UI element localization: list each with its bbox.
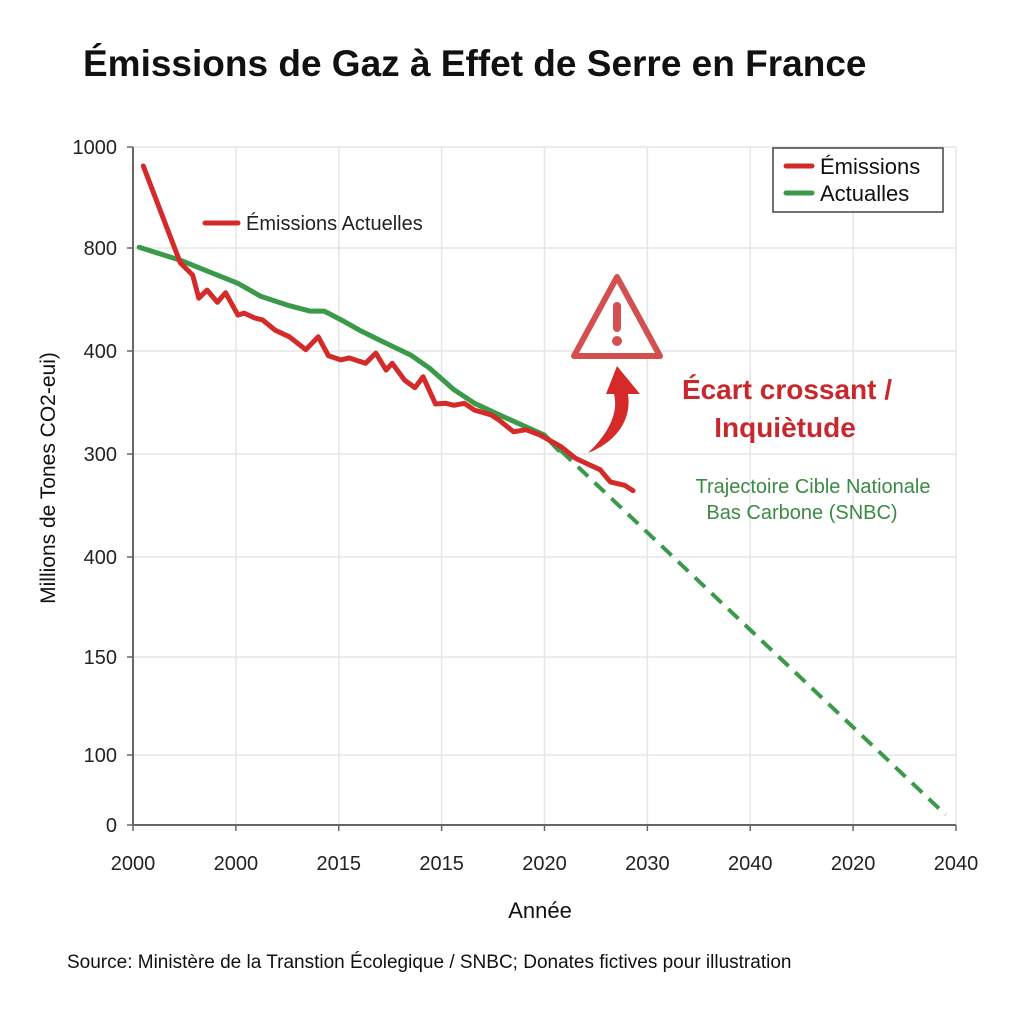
gap-annotation-line1: Écart crossant / <box>682 374 892 405</box>
y-tick-label: 800 <box>84 238 117 260</box>
y-tick-label: 400 <box>84 547 117 569</box>
y-tick-label: 150 <box>84 647 117 669</box>
gap-annotation-line2: Inquiètude <box>714 412 856 443</box>
legend-label-actualles: Actualles <box>820 181 909 206</box>
y-tick-label: 1000 <box>73 137 118 159</box>
x-tick-label: 2040 <box>934 853 979 875</box>
x-axis-label: Année <box>508 898 572 923</box>
y-tick-label: 100 <box>84 745 117 767</box>
arrow-up-icon <box>588 366 640 453</box>
series-line-2 <box>543 433 948 817</box>
x-tick-label: 2015 <box>419 853 464 875</box>
legend-box <box>772 147 944 213</box>
target-annotation-line2: Bas Carbone (SNBC) <box>706 502 897 524</box>
inline-legend-label: Émissions Actuelles <box>246 212 423 235</box>
legend-label-emissions: Émissions <box>820 154 920 179</box>
y-tick-label: 400 <box>84 341 117 363</box>
grid <box>133 146 957 825</box>
x-tick-label: 2030 <box>625 853 670 875</box>
series-line-0 <box>140 163 636 494</box>
x-tick-label: 2000 <box>214 853 259 875</box>
source-note: Source: Ministère de la Transtion Écoleg… <box>67 952 791 973</box>
y-axis-label: Millions de Tones CO2-eui) <box>37 352 60 604</box>
y-tick-label: 300 <box>84 444 117 466</box>
inline-legend: Émissions Actuelles <box>202 212 423 235</box>
chart-title: Émissions de Gaz à Effet de Serre en Fra… <box>83 43 866 84</box>
x-tick-label: 2020 <box>522 853 567 875</box>
x-tick-label: 2040 <box>728 853 773 875</box>
target-annotation-line1: Trajectoire Cible Nationale <box>696 476 931 498</box>
y-tick-label: 0 <box>106 815 117 837</box>
legend: Émissions Actualles <box>772 147 944 213</box>
x-ticks: 2000 2000 2015 2015 2020 2030 2040 2020 2040 <box>111 825 979 875</box>
x-tick-label: 2000 <box>111 853 156 875</box>
series-lines <box>136 163 948 817</box>
warning-triangle-icon <box>571 274 663 359</box>
series-line-1 <box>136 244 562 453</box>
x-tick-label: 2020 <box>831 853 876 875</box>
x-tick-label: 2015 <box>317 853 362 875</box>
